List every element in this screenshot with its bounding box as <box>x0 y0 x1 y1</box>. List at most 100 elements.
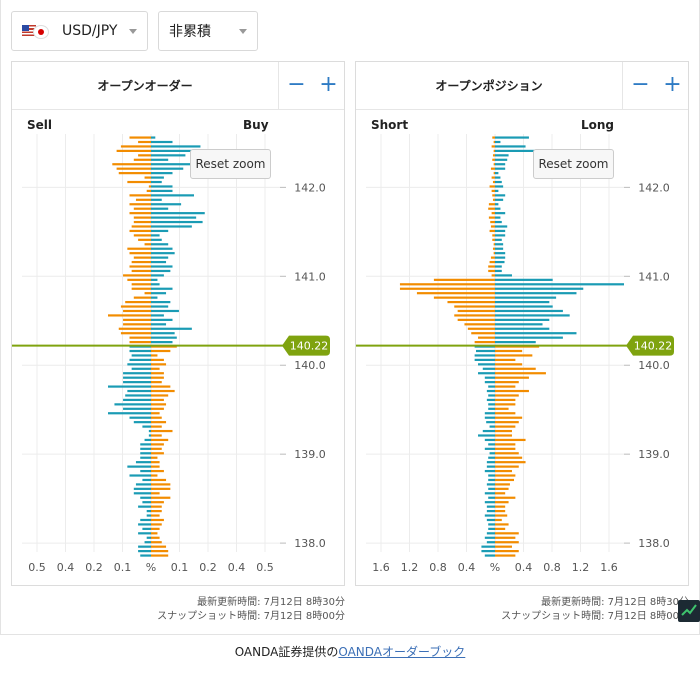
left-bar <box>492 180 495 184</box>
right-bar <box>495 318 550 321</box>
currency-pair-select[interactable]: USD/JPY <box>11 11 148 51</box>
right-bar <box>495 550 519 553</box>
right-bar <box>495 501 509 504</box>
x-tick-label: 0.4 <box>57 561 75 574</box>
left-bar <box>125 394 151 397</box>
right-bar <box>151 358 164 361</box>
left-bar <box>454 314 495 317</box>
x-tick-label: 0.4 <box>228 561 246 574</box>
left-bar <box>116 149 151 152</box>
right-bar <box>495 465 519 468</box>
right-bar <box>495 438 526 442</box>
left-bar <box>482 429 495 433</box>
y-tick-label: 139.0 <box>638 448 670 461</box>
left-bar <box>123 318 151 321</box>
x-tick-label: % <box>490 561 500 574</box>
right-bar <box>495 367 536 370</box>
left-bar <box>484 554 495 557</box>
right-bar <box>495 474 516 477</box>
left-bar <box>123 398 151 402</box>
zoom-in-button[interactable]: + <box>663 72 682 97</box>
left-bar <box>492 238 495 241</box>
right-bar <box>495 381 519 384</box>
right-bar <box>151 443 164 446</box>
right-bar <box>495 158 508 161</box>
left-bar <box>484 514 495 517</box>
order-book-link[interactable]: OANDAオーダーブック <box>338 645 466 659</box>
left-bar <box>148 429 151 433</box>
panel-title: オープンオーダー <box>12 62 279 110</box>
x-tick-label: 1.6 <box>372 561 390 574</box>
order-book-chart[interactable]: 0.5 0.4 0.2 0.1% 0.1 0.2 0.4 0.5 138.0 139.0 140.0… <box>12 126 344 586</box>
left-bar <box>138 154 151 157</box>
right-bar <box>495 145 526 148</box>
left-bar <box>140 518 151 522</box>
x-tick-label: 0.4 <box>515 561 533 574</box>
right-bar <box>495 243 504 246</box>
left-bar <box>474 358 495 361</box>
left-bar <box>433 296 495 299</box>
left-bar <box>492 154 495 157</box>
left-bar <box>146 189 151 193</box>
x-tick-label: 1.2 <box>572 561 590 574</box>
left-bar <box>489 229 495 233</box>
right-bar <box>151 492 160 495</box>
right-bar <box>495 541 519 544</box>
left-bar <box>142 501 151 504</box>
left-bar <box>129 349 151 353</box>
left-bar <box>129 194 151 197</box>
right-bar <box>495 265 502 268</box>
right-bar <box>495 354 533 357</box>
left-bar <box>144 541 151 544</box>
left-bar <box>114 403 151 406</box>
right-bar <box>495 292 577 295</box>
right-bar <box>495 545 512 548</box>
left-bar <box>142 478 151 482</box>
left-bar <box>478 336 495 339</box>
position-book-chart[interactable]: 1.6 1.2 0.8 0.4% 0.4 0.8 1.2 1.6 138.0 139.0 140.0… <box>356 126 688 586</box>
left-bar <box>129 136 151 139</box>
y-tick-label: 142.0 <box>638 181 670 194</box>
left-bar <box>488 474 495 477</box>
right-bar <box>495 225 508 228</box>
right-bar <box>151 447 162 450</box>
last-updated-text: 最新更新時間: 7月12日 8時30分 <box>541 597 689 608</box>
right-bar <box>495 252 506 255</box>
zoom-in-button[interactable]: + <box>319 72 338 97</box>
right-bar <box>151 225 192 228</box>
right-bar <box>151 372 164 375</box>
right-bar <box>495 149 536 152</box>
reset-zoom-button[interactable]: Reset zoom <box>190 149 271 179</box>
current-price-badge <box>282 335 330 356</box>
left-bar <box>138 545 151 548</box>
right-bar <box>495 269 502 273</box>
right-bar <box>495 154 509 157</box>
right-bar <box>151 474 158 477</box>
left-bar <box>486 421 495 424</box>
chat-widget-icon[interactable] <box>678 600 700 622</box>
right-bar <box>495 523 509 526</box>
left-bar <box>129 474 151 477</box>
mode-select[interactable]: 非累積 <box>158 11 258 51</box>
right-bar <box>495 336 563 339</box>
zoom-out-button[interactable]: − <box>287 72 306 97</box>
left-bar <box>133 487 151 490</box>
left-bar <box>484 412 495 415</box>
reset-zoom-button[interactable]: Reset zoom <box>533 149 614 179</box>
left-bar <box>116 167 151 170</box>
right-bar <box>151 283 160 286</box>
right-bar <box>151 434 162 437</box>
zoom-out-button[interactable]: − <box>631 72 650 97</box>
left-bar <box>131 225 151 228</box>
left-bar <box>488 478 495 482</box>
right-bar <box>151 189 173 193</box>
left-bar <box>140 469 151 473</box>
left-bar <box>120 145 151 148</box>
left-bar <box>127 180 151 184</box>
right-bar <box>495 349 523 353</box>
right-bar <box>495 447 516 450</box>
buy-label: Buy <box>243 118 269 132</box>
last-updated-text: 最新更新時間: 7月12日 8時30分 <box>197 597 345 608</box>
right-bar <box>151 269 171 273</box>
right-bar <box>495 238 502 241</box>
